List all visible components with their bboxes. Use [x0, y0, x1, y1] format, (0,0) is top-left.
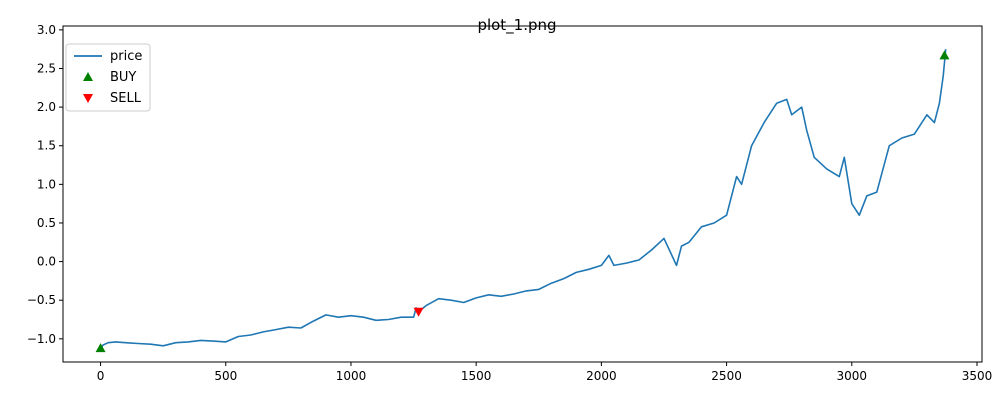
- y-axis: −1.0 −0.5 0.0 0.5 1.0 1.5 2.0 2.5 3.0: [27, 23, 63, 346]
- y-tick-label: 1.0: [37, 177, 56, 191]
- y-tick-label: 2.0: [37, 100, 56, 114]
- legend-marker-icon: [83, 94, 93, 103]
- buy-marker: [939, 50, 950, 60]
- legend-label: BUY: [110, 70, 136, 85]
- x-axis: 0 500 1000 1500 2000 2500 3000 3500: [97, 362, 993, 383]
- y-tick-label: 2.5: [37, 61, 56, 75]
- x-tick-label: 1500: [461, 369, 492, 383]
- x-tick-label: 0: [97, 369, 105, 383]
- y-tick-label: −1.0: [27, 332, 56, 346]
- buy-marker: [95, 343, 106, 353]
- x-tick-label: 2000: [586, 369, 617, 383]
- x-tick-label: 3000: [837, 369, 868, 383]
- y-tick-label: 0.5: [37, 216, 56, 230]
- y-tick-label: 0.0: [37, 255, 56, 269]
- x-tick-label: 1000: [336, 369, 367, 383]
- plot-frame: [62, 25, 983, 363]
- y-tick-label: 1.5: [37, 139, 56, 153]
- legend-label: SELL: [110, 91, 142, 106]
- series-line-price: [99, 49, 947, 349]
- y-tick-label: −0.5: [27, 293, 56, 307]
- x-tick-label: 500: [214, 369, 237, 383]
- sell-marker: [413, 307, 424, 317]
- x-tick-label: 2500: [711, 369, 742, 383]
- x-tick-label: 3500: [962, 369, 993, 383]
- plot-area: [62, 25, 983, 363]
- y-tick-label: 3.0: [37, 23, 56, 37]
- legend-label: price: [110, 49, 142, 64]
- chart-legend: price BUY SELL: [65, 43, 151, 112]
- legend-marker-icon: [83, 72, 93, 81]
